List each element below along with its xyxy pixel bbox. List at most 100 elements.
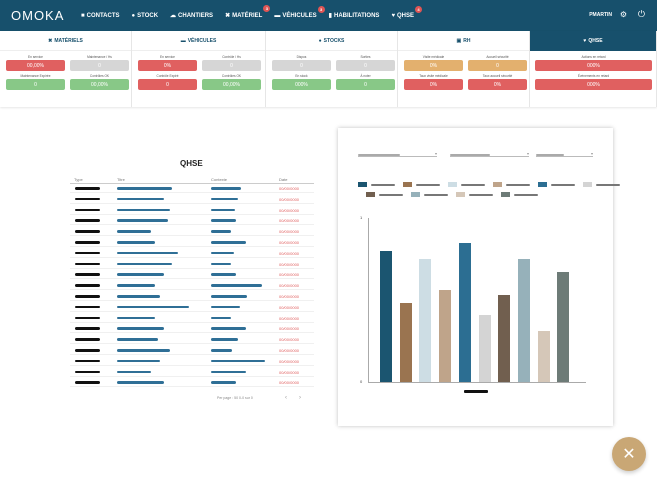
y-tick-label: 0 [360,379,363,384]
stat-value: 0% [404,79,463,90]
stat-cell[interactable]: Sorties 0 [336,55,395,71]
stat-cell[interactable]: En service 0% [138,55,197,71]
settings-icon[interactable]: ⚙ [619,10,627,19]
table-row[interactable]: 00/00/0000 [70,261,314,269]
stat-cell[interactable]: Accueil sécurité 0 [468,55,527,71]
prev-page-icon[interactable]: ‹ [285,395,287,401]
stat-cell[interactable]: Contrôles OK 00,00% [202,74,261,90]
legend-swatch[interactable] [403,182,412,187]
stat-cell[interactable]: Contrôle / Hs 0 [202,55,261,71]
nav-item-4[interactable]: ▬ VÉHICULES 3 [274,5,325,19]
next-page-icon[interactable]: › [299,395,301,401]
chart-bar[interactable] [478,314,491,382]
table-row[interactable]: 00/00/0000 [70,207,314,215]
chart-bar[interactable] [557,272,570,382]
chart-bar[interactable] [439,290,452,382]
table-row[interactable]: 00/00/0000 [70,336,314,345]
table-row[interactable]: 00/00/0000 [70,282,314,291]
stat-label: Contrôle Expiré [156,74,179,78]
legend-swatch[interactable] [493,182,502,187]
stat-cell[interactable]: En stock 000% [272,74,331,90]
type-placeholder [75,251,100,255]
legend-swatch[interactable] [501,192,510,197]
table-row[interactable]: 00/00/0000 [70,271,314,280]
stat-cell[interactable]: Évènements en retard 000% [535,74,652,90]
title-placeholder [117,316,155,320]
panel-header[interactable]: ♥ QHSE [530,31,656,51]
stat-cell[interactable]: Actions en retard 000% [535,55,652,71]
table-row[interactable]: 00/00/0000 [70,369,314,377]
nav-item-5[interactable]: ▮ HABILITATIONS [328,12,380,20]
legend-swatch[interactable] [456,192,465,197]
panel-header[interactable]: ▬ VÉHICULES [132,31,265,51]
table-row[interactable]: 00/00/0000 [70,379,314,388]
legend-swatch[interactable] [448,182,457,187]
table-row[interactable]: 00/00/0000 [70,196,314,204]
table-row[interactable]: 00/00/0000 [70,315,314,323]
table-row[interactable]: 00/00/0000 [70,293,314,301]
filter-select-1[interactable]: ▾ [358,151,437,157]
stat-cell[interactable]: Maintenance / Hs 0 [70,55,129,71]
stat-label: À noter [360,74,371,78]
title-placeholder [117,241,155,244]
nav-item-2[interactable]: ☁ CHANTIERS [170,12,213,20]
car-icon: ▬ [180,37,186,44]
panel-title: RH [463,37,471,44]
legend-swatch[interactable] [583,182,592,187]
table-row[interactable]: 00/00/0000 [70,228,314,237]
close-fab-button[interactable]: ✕ [612,437,646,471]
legend-swatch[interactable] [366,192,375,197]
stat-value: 0 [272,60,331,71]
header-contexte[interactable]: Contexte [211,177,228,182]
chat-icon: ▮ [328,13,332,19]
panel-header[interactable]: ▣ RH [398,31,529,51]
notification-badge: 3 [263,5,271,12]
nav-item-3[interactable]: ✖ MATÉRIEL 3 [225,5,271,19]
filter-select-2[interactable]: ▾ [450,151,529,157]
stat-cell[interactable]: À noter 0 [336,74,395,90]
table-row[interactable]: 00/00/0000 [70,358,314,366]
stat-cell[interactable]: Dispos 0 [272,55,331,71]
stat-cell[interactable]: Contrôles OK 00,00% [70,74,129,90]
legend-label [379,194,403,196]
app-logo[interactable]: OMOKA [11,8,65,23]
chart-bar[interactable] [419,259,432,382]
legend-swatch[interactable] [411,192,420,197]
chart-bar[interactable] [399,303,412,382]
stat-cell[interactable]: En service 00,00% [6,55,65,71]
filter-select-3[interactable]: ▾ [536,151,593,157]
panel-header[interactable]: ● STOCKS [266,31,397,51]
summary-panel: ✖ MATÉRIELS En service 00,00% Maintenance / … [0,31,132,107]
chart-bar[interactable] [517,259,530,382]
table-row[interactable]: 00/00/0000 [70,239,314,247]
nav-item-0[interactable]: ■ CONTACTS [81,13,120,19]
legend-label [469,194,493,196]
table-row[interactable]: 00/00/0000 [70,250,314,258]
table-row[interactable]: 00/00/0000 [70,304,314,312]
table-row[interactable]: 00/00/0000 [70,347,314,355]
row-date: 00/00/0000 [279,229,300,235]
header-type[interactable]: Type [74,177,83,182]
power-icon[interactable]: ⏻ [637,9,645,19]
user-name[interactable]: PMARTIN [589,12,612,18]
chart-bar[interactable] [380,250,392,382]
stat-cell[interactable]: Contrôle Expiré 0 [138,74,197,90]
legend-swatch[interactable] [538,182,547,187]
stat-cell[interactable]: Taux visite médicale 0% [404,74,463,90]
header-date[interactable]: Date [279,177,288,182]
stat-cell[interactable]: Taux accueil sécurité 0% [468,74,527,90]
legend-swatch[interactable] [358,182,367,187]
chart-bar[interactable] [458,242,471,382]
table-row[interactable]: 00/00/0000 [70,325,314,334]
nav-item-1[interactable]: ● STOCK [132,13,159,19]
chart-bar[interactable] [498,295,511,382]
table-row[interactable]: 00/00/0000 [70,185,314,193]
table-row[interactable]: 00/00/0000 [70,217,314,226]
header-titre[interactable]: Titre [117,177,125,182]
nav-item-6[interactable]: ♥ QHSE 4 [391,5,423,19]
stat-cell[interactable]: Visite médicale 0% [404,55,463,71]
panel-header[interactable]: ✖ MATÉRIELS [0,31,131,51]
chart-bar[interactable] [537,331,550,382]
heart-icon: ♥ [583,38,587,44]
stat-cell[interactable]: Maintenance Expirée 0 [6,74,65,90]
